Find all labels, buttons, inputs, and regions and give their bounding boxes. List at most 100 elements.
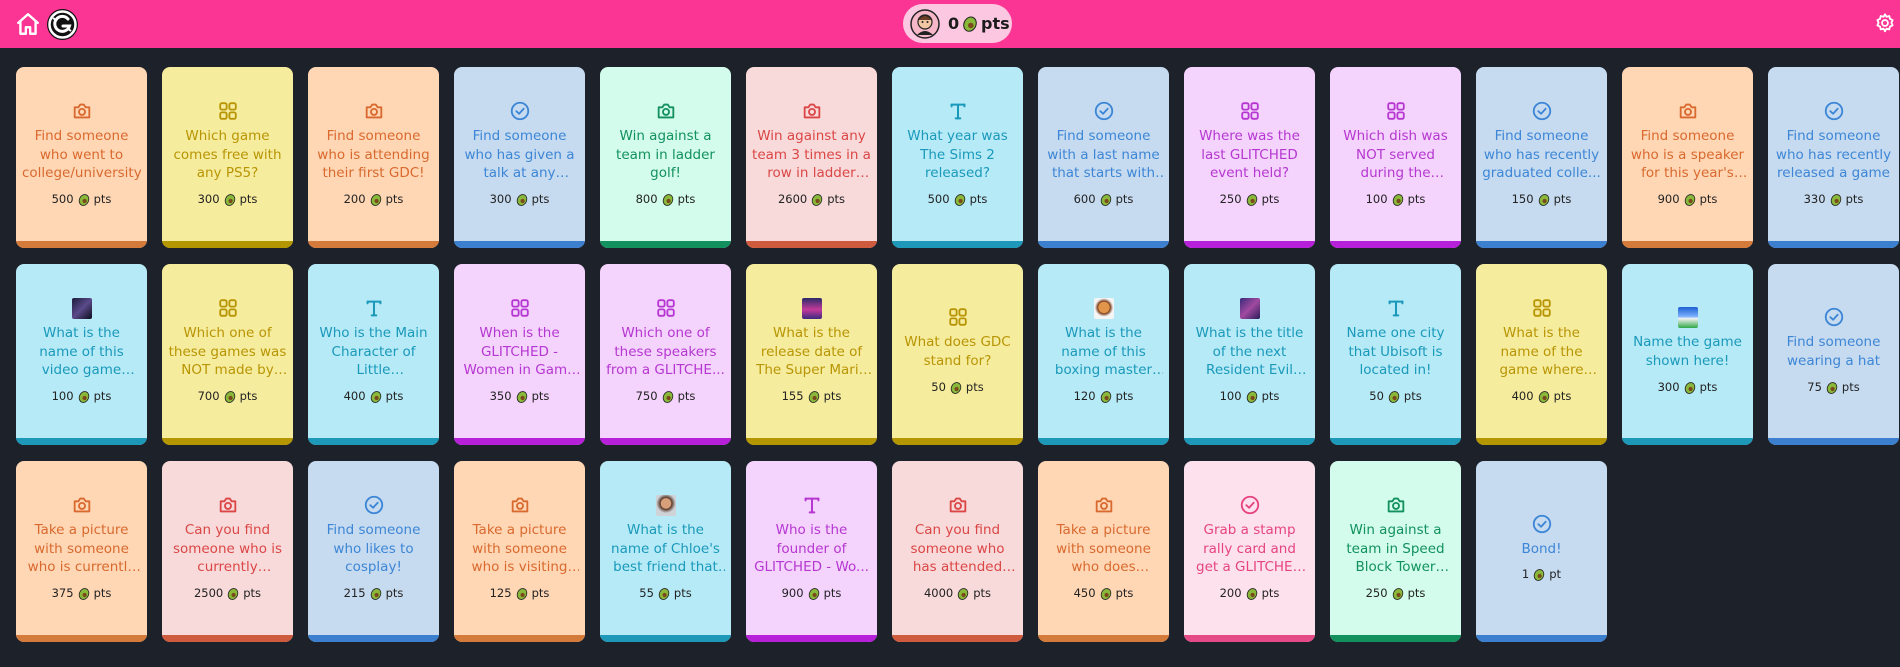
points-unit: pts	[677, 389, 696, 403]
challenge-card[interactable]: Take a picture with someone who is curre…	[16, 461, 147, 642]
card-accent-bar	[1768, 241, 1899, 248]
challenge-card[interactable]: Win against a team in Speed Block Tower …	[1330, 461, 1461, 642]
challenge-card[interactable]: Find someone who has recently graduated …	[1476, 67, 1607, 248]
avocado-coin-icon	[1388, 390, 1400, 403]
points-value: 55	[639, 586, 654, 600]
points-unit: pts	[981, 14, 1010, 33]
card-accent-bar	[1184, 438, 1315, 445]
challenge-card[interactable]: Find someone who went to college/univers…	[16, 67, 147, 248]
challenge-card[interactable]: Can you find someone who is currently we…	[162, 461, 293, 642]
points-unit: pts	[1115, 389, 1134, 403]
points-unit: pts	[239, 389, 258, 403]
challenge-card[interactable]: Who is the Main Character of Little Nigh…	[308, 264, 439, 445]
challenge-card[interactable]: What is the name of this boxing master f…	[1038, 264, 1169, 445]
card-title: Who is the founder of GLITCHED - Wo...	[754, 522, 869, 575]
card-title: Find someone who went to college/univers…	[22, 128, 141, 181]
challenge-card[interactable]: What is the release date of The Super Ma…	[746, 264, 877, 445]
camera-icon	[1622, 100, 1753, 124]
challenge-card[interactable]: Bond! 1 pt	[1476, 461, 1607, 642]
home-icon[interactable]	[15, 11, 41, 37]
challenge-card[interactable]: What does GDC stand for? 50 pts	[892, 264, 1023, 445]
challenge-card[interactable]: Win against any team 3 times in a row in…	[746, 67, 877, 248]
image-thumb-sky	[1678, 307, 1698, 328]
points-unit: pts	[1403, 389, 1422, 403]
avocado-coin-icon	[811, 193, 823, 206]
points-unit: pts	[827, 192, 846, 206]
challenge-card[interactable]: Find someone who is attending their firs…	[308, 67, 439, 248]
card-title: Find someone who is a speaker for this y…	[1630, 128, 1745, 181]
gear-icon[interactable]	[1874, 12, 1896, 34]
challenge-card[interactable]: Find someone who has given a talk at any…	[454, 67, 585, 248]
card-points: 330 pts	[1768, 191, 1899, 207]
points-unit: pts	[965, 380, 984, 394]
challenge-card[interactable]: Which one of these games was NOT made by…	[162, 264, 293, 445]
challenge-card[interactable]: Name one city that Ubisoft is located in…	[1330, 264, 1461, 445]
card-points: 2600 pts	[746, 191, 877, 207]
grid-icon	[1184, 100, 1315, 124]
points-value: 250	[1219, 192, 1242, 206]
challenge-card[interactable]: What year was The Sims 2 released? 500 pts	[892, 67, 1023, 248]
points-value: 2500	[193, 586, 224, 600]
avocado-coin-icon	[662, 193, 674, 206]
points-unit: pts	[1261, 192, 1280, 206]
card-points: 4000 pts	[892, 585, 1023, 601]
challenge-card[interactable]: Find someone who has recently released a…	[1768, 67, 1899, 248]
card-title: Take a picture with someone who does Aud…	[1056, 522, 1151, 575]
challenge-card[interactable]: Which dish was NOT served during the GLI…	[1330, 67, 1461, 248]
card-accent-bar	[1184, 635, 1315, 642]
challenge-card[interactable]: Grab a stamp rally card and get a GLITCH…	[1184, 461, 1315, 642]
card-title: Win against a team in ladder golf!	[616, 128, 715, 181]
text-icon	[892, 100, 1023, 124]
camera-icon	[892, 494, 1023, 518]
check-circle-icon	[1768, 100, 1899, 124]
challenge-card[interactable]: Find someone wearing a hat 75 pts	[1768, 264, 1899, 445]
card-points: 800 pts	[600, 191, 731, 207]
challenge-card[interactable]: Can you find someone who has attended GD…	[892, 461, 1023, 642]
check-circle-icon	[1476, 100, 1607, 124]
card-accent-bar	[892, 635, 1023, 642]
avocado-coin-icon	[1830, 193, 1842, 206]
challenge-card[interactable]: Find someone who likes to cosplay! 215 pts	[308, 461, 439, 642]
challenge-card[interactable]: Take a picture with someone who does Aud…	[1038, 461, 1169, 642]
points-value: 700	[197, 389, 220, 403]
challenge-card[interactable]: Find someone with a last name that start…	[1038, 67, 1169, 248]
challenge-card[interactable]: What is the name of Chloe's best friend …	[600, 461, 731, 642]
points-value: 200	[343, 192, 366, 206]
points-value: 400	[343, 389, 366, 403]
points-value: 400	[1511, 389, 1534, 403]
points-unit: pts	[1261, 389, 1280, 403]
glitched-logo[interactable]	[47, 9, 78, 40]
points-value: 4000	[923, 586, 954, 600]
card-points: 375 pts	[16, 585, 147, 601]
card-accent-bar	[162, 635, 293, 642]
card-title: What is the name of the game where Sonic…	[1499, 325, 1584, 378]
challenge-card[interactable]: Win against a team in ladder golf! 800 pts	[600, 67, 731, 248]
card-title: Win against any team 3 times in a row in…	[752, 128, 871, 181]
avatar-icon[interactable]	[910, 9, 940, 39]
card-title: What is the name of this boxing master f…	[1054, 325, 1153, 378]
grid-icon	[162, 297, 293, 321]
points-unit: pts	[1553, 192, 1572, 206]
card-accent-bar	[1184, 241, 1315, 248]
challenge-card[interactable]: Where was the last GLITCHED event held? 2…	[1184, 67, 1315, 248]
points-value: 375	[51, 586, 74, 600]
points-unit: pts	[531, 586, 550, 600]
points-value: 500	[51, 192, 74, 206]
challenge-card[interactable]: What is the title of the next Resident E…	[1184, 264, 1315, 445]
challenge-card[interactable]: When is the GLITCHED - Women in Game ...…	[454, 264, 585, 445]
challenge-card[interactable]: Who is the founder of GLITCHED - Wo... 90…	[746, 461, 877, 642]
points-unit: pts	[673, 586, 692, 600]
challenge-card[interactable]: Name the game shown here! 300 pts	[1622, 264, 1753, 445]
challenge-card[interactable]: What is the name of this video game char…	[16, 264, 147, 445]
card-accent-bar	[1038, 635, 1169, 642]
challenge-card[interactable]: Take a picture with someone who is visit…	[454, 461, 585, 642]
challenge-card[interactable]: Which game comes free with any PS5? 300 pt…	[162, 67, 293, 248]
points-badge: 0 pts	[903, 4, 1012, 43]
card-accent-bar	[1038, 241, 1169, 248]
challenge-card[interactable]: Which one of these speakers from a GLITC…	[600, 264, 731, 445]
points-unit: pts	[93, 586, 112, 600]
points-unit: pts	[823, 389, 842, 403]
challenge-card[interactable]: Find someone who is a speaker for this y…	[1622, 67, 1753, 248]
avocado-coin-icon	[808, 587, 820, 600]
challenge-card[interactable]: What is the name of the game where Sonic…	[1476, 264, 1607, 445]
